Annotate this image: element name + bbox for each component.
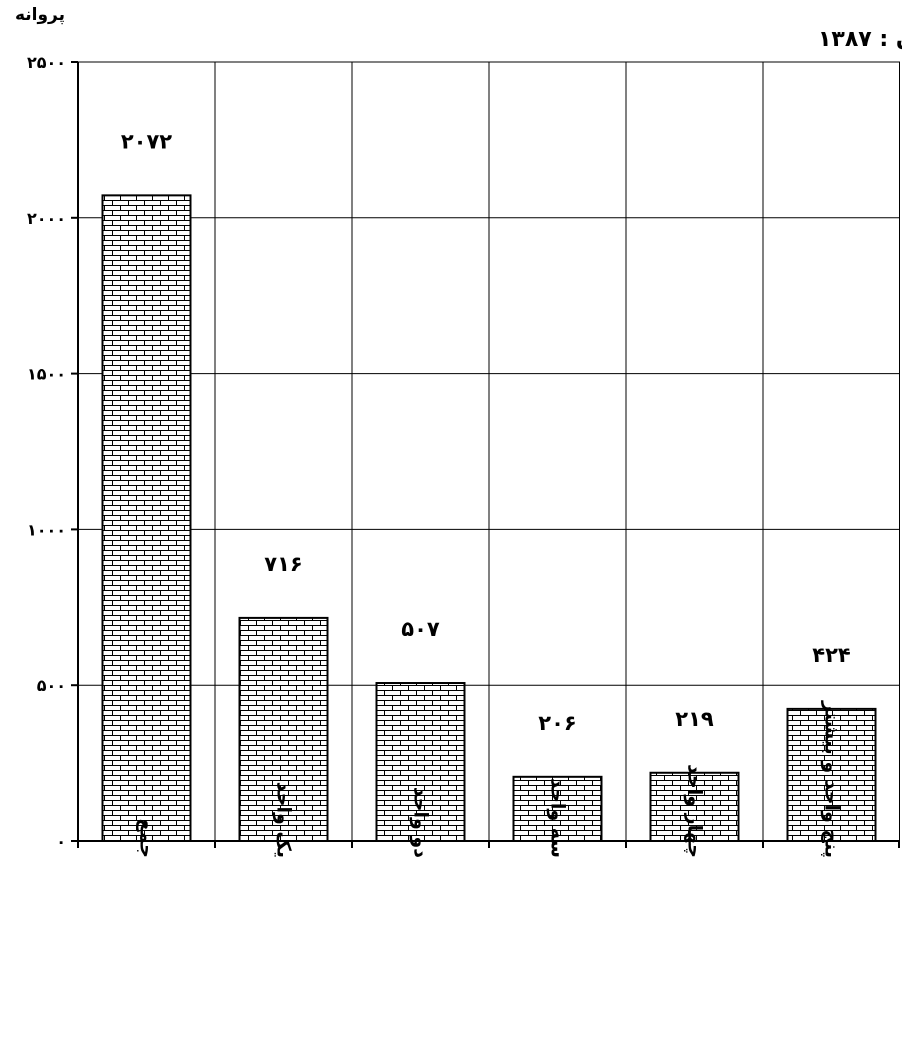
bar	[512, 775, 603, 843]
data-label: ۲۱۹	[675, 707, 714, 731]
data-label: ۲۰۶	[538, 711, 576, 735]
category-label: دو واحد	[410, 787, 432, 858]
category-label: جمع	[136, 819, 158, 858]
gridlines	[78, 61, 900, 841]
y-tick-labels: ۰ ۵۰۰ ۱۰۰۰ ۱۵۰۰ ۲۰۰۰ ۲۵۰۰	[27, 53, 66, 851]
bar	[649, 771, 740, 842]
bar	[786, 707, 877, 842]
category-label: سه واحد	[547, 778, 569, 858]
data-labels: ۲۰۷۲ ۷۱۶ ۵۰۷ ۲۰۶ ۲۱۹ ۴۲۴	[121, 129, 851, 734]
y-tick-label: ۲۵۰۰	[27, 53, 66, 72]
y-tick-label: ۰	[56, 832, 66, 851]
y-tick-label: ۵۰۰	[37, 676, 66, 695]
category-label: چهار واحد	[684, 764, 706, 858]
axes	[71, 61, 900, 848]
bars	[101, 194, 877, 843]
y-axis-label: پروانه	[15, 5, 65, 25]
chart-title: بر حسب تعداد واحد مسکونی در نقاط شهری اس…	[818, 27, 902, 52]
y-tick-label: ۱۰۰۰	[27, 520, 66, 539]
data-label: ۵۰۷	[401, 617, 440, 641]
y-tick-label: ۲۰۰۰	[27, 209, 66, 228]
bar	[238, 616, 329, 843]
bar	[375, 682, 466, 842]
data-label: ۴۲۴	[812, 643, 851, 667]
bar	[101, 194, 192, 842]
data-label: ۲۰۷۲	[121, 129, 172, 153]
category-label: پنج واحد و بیشتر	[821, 700, 843, 858]
y-tick-label: ۱۵۰۰	[27, 365, 66, 384]
category-labels: جمع یک واحد دو واحد سه واحد چهار واحد پنج واح…	[136, 700, 843, 858]
category-label: یک واحد	[273, 782, 295, 858]
data-label: ۷۱۶	[264, 552, 302, 576]
